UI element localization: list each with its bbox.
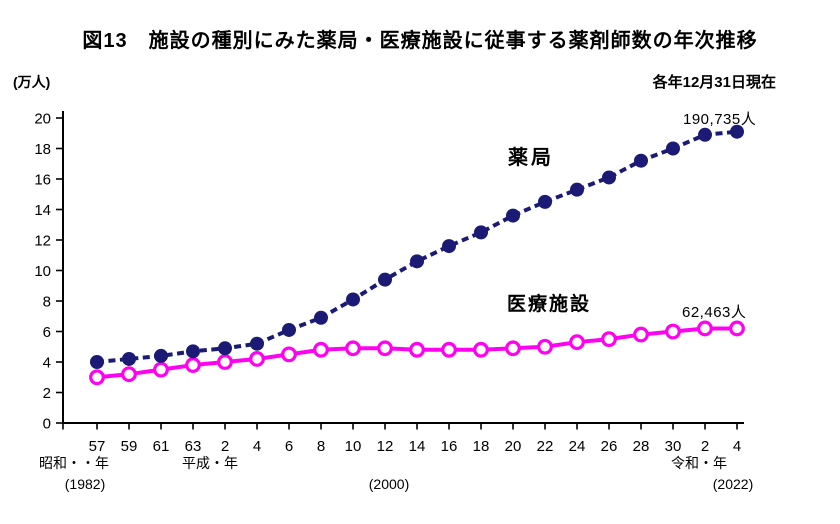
y-axis-tick-label: 4 [43,355,51,372]
y-axis-tick-label: 18 [34,141,51,158]
medical-facilities-data-point [89,369,105,386]
pharmacy-data-point [250,336,264,351]
pharmacy-data-point [666,141,680,156]
pharmacy-data-point [538,194,552,209]
x-axis-tick-label: 26 [601,438,618,455]
x-axis-tick-label: 2 [701,438,709,455]
y-axis-tick-label: 16 [34,172,51,189]
era-annotation: 令和・年 [671,455,727,471]
x-axis-tick-label: 14 [409,438,426,455]
y-axis-tick-label: 12 [34,233,51,250]
medical-facilities-data-point [729,320,745,337]
pharmacy-data-point [506,208,520,223]
y-axis-tick-label: 2 [43,385,51,402]
x-axis-tick-label: 59 [121,438,138,455]
medical-facility-series-label: 医療施設 [507,294,592,315]
era-annotation: (2022) [713,476,753,492]
pharmacy-data-point [346,292,360,307]
pharmacy-data-point [186,344,200,359]
pharmacy-data-point [122,351,136,366]
pharmacy-data-point [730,124,744,139]
pharmacy-data-point [570,182,584,197]
era-annotation: 平成・年 [182,455,238,471]
era-annotation: (2000) [369,476,409,492]
x-axis-tick-label: 10 [345,438,362,455]
medical-facilities-data-point [537,338,553,355]
pharmacy-data-point [218,341,232,356]
x-axis-tick-label: 2 [221,438,229,455]
pharmacy-data-point [90,355,104,369]
medical-facilities-data-point [409,341,425,358]
y-axis-tick-label: 0 [43,416,51,433]
pharmacy-series-label: 薬局 [508,147,554,169]
as-of-date-note: 各年12月31日現在 [652,74,776,91]
era-annotation: 昭和・・年 [39,455,109,471]
medical-facilities-data-point [217,354,233,370]
medical-facilities-data-point [313,341,329,358]
x-axis-tick-label: 20 [505,438,522,455]
x-axis-tick-label: 28 [633,438,650,455]
era-annotation: (1982) [65,476,105,492]
x-axis-tick-label: 22 [537,438,554,455]
x-axis-tick-label: 8 [317,438,325,455]
x-axis-tick-label: 12 [377,438,394,455]
x-axis-tick-label: 24 [569,438,586,455]
x-axis-tick-label: 18 [473,438,490,455]
y-axis-tick-label: 20 [34,111,51,128]
medical-facilities-data-point [249,351,265,367]
x-axis-tick-label: 4 [253,438,261,455]
pharmacy-line [96,129,738,364]
pharmacy-data-point [602,170,616,185]
medical-facilities-data-point [345,340,361,357]
medical-facilities-data-point [473,341,489,358]
pharmacy-data-point [282,322,296,337]
medical-facilities-data-point [633,326,649,343]
x-axis-tick-label: 61 [153,438,170,455]
x-axis-tick-label: 16 [441,438,458,455]
medical-facilities-data-point [185,357,201,373]
chart-title: 図13 施設の種別にみた薬局・医療施設に従事する薬剤師数の年次推移 [82,30,758,52]
medical-facilities-data-point [665,323,681,340]
pharmacy-data-point [410,254,424,269]
y-axis-tick-label: 10 [34,263,51,280]
medical-facilities-data-point [569,334,585,351]
medical-facilities-data-point [441,341,457,358]
x-axis-tick-label: 63 [185,438,202,455]
pharmacy-data-point [314,310,328,325]
medical-facilities-data-point [377,340,393,357]
x-axis-tick-label: 57 [89,438,106,455]
y-axis-tick-label: 6 [43,324,51,341]
pharmacy-data-point [698,127,712,142]
x-axis-tick-label: 30 [665,438,682,455]
medical-facilities-data-point [601,331,617,348]
pharmacy-data-point [634,153,648,168]
medical-facility-end-value-label: 62,463人 [682,304,747,321]
medical-facilities-data-point [697,320,713,337]
medical-facilities-data-point [281,346,297,363]
pharmacy-data-point [378,272,392,287]
y-axis-tick-label: 8 [43,294,51,311]
pharmacy-data-point [442,239,456,254]
pharmacy-end-value-label: 190,735人 [683,111,757,128]
x-axis-tick-label: 6 [285,438,293,455]
pharmacy-data-point [154,348,168,363]
y-axis-unit-label: (万人) [13,74,51,90]
medical-facilities-data-point [153,361,169,378]
medical-facilities-data-point [505,340,521,357]
pharmacy-data-point [474,225,488,240]
x-axis-tick-label: 4 [733,438,741,455]
y-axis-tick-label: 14 [34,202,51,219]
medical-facilities-data-point [121,366,137,383]
